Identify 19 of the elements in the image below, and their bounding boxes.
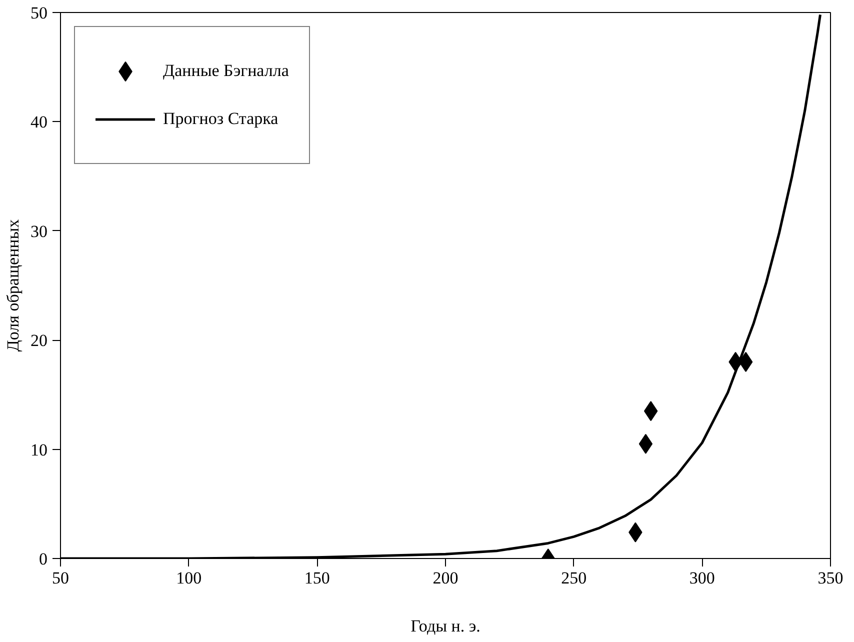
- y-axis-title: Доля обращенных: [4, 218, 22, 352]
- x-tick-label: 100: [176, 568, 202, 588]
- x-tick-label: 250: [561, 568, 587, 588]
- y-tick-label: 40: [30, 112, 48, 132]
- point: [738, 352, 753, 372]
- y-tick-label: 50: [30, 4, 48, 22]
- legend-label: Прогноз Старка: [163, 109, 278, 129]
- legend-label: Данные Бэгналла: [163, 61, 289, 81]
- y-tick-label: 20: [30, 331, 48, 350]
- y-tick-label: 10: [30, 440, 48, 460]
- y-tick-label: 0: [39, 550, 48, 568]
- x-tick-label: 50: [52, 568, 69, 588]
- y-tick-label: 30: [30, 222, 48, 241]
- x-tick-label: 150: [304, 568, 330, 588]
- x-tick-label: 200: [432, 568, 458, 588]
- x-tick-label: 350: [818, 568, 844, 588]
- x-axis-title: Годы н. э.: [410, 616, 480, 636]
- point: [638, 434, 653, 454]
- x-tick-label: 300: [689, 568, 715, 588]
